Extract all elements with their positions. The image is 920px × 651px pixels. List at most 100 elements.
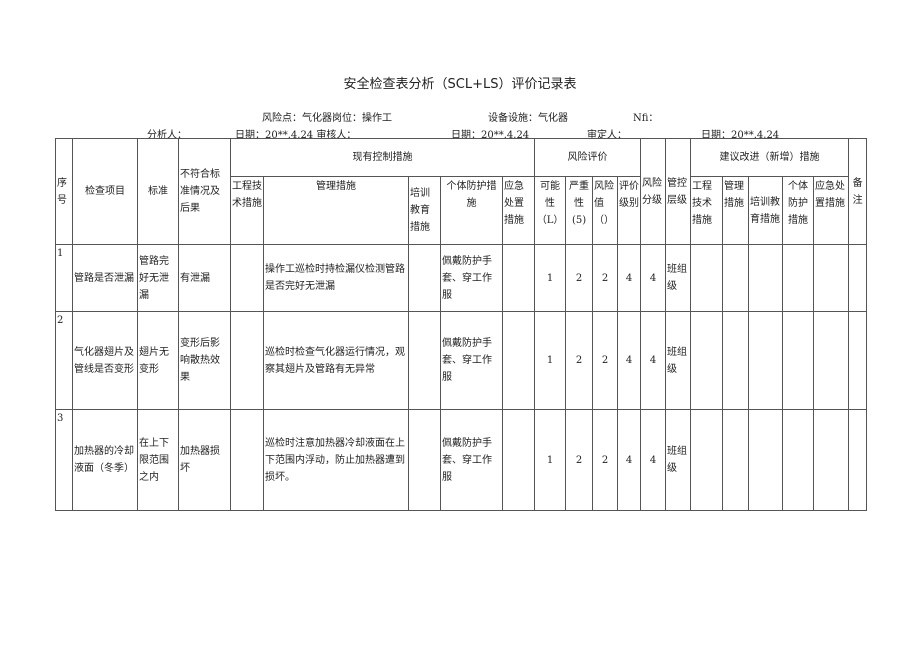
cell-level: 4	[617, 244, 642, 312]
header-item: 检查项目	[72, 138, 138, 245]
header-s-mgmt: 管理措施	[722, 176, 750, 245]
header-suggest: 建议改进（新增）措施	[690, 138, 850, 177]
cell-ctrl: 班组级	[665, 244, 692, 312]
cell-L: 1	[534, 311, 567, 410]
cell-train	[408, 244, 441, 312]
cell-eng	[230, 244, 264, 312]
header-eng: 工程技术措施	[230, 176, 264, 245]
analyst: 分析人：	[147, 130, 187, 141]
cell-item: 管路是否泄漏	[72, 244, 138, 312]
table-row: 2 气化器翅片及管线是否变形 翅片无变形 变形后影响散热效果 巡检时检查气化器运行情况，…	[55, 311, 868, 410]
cell-ctrl: 班组级	[665, 311, 692, 410]
cell-empty	[782, 409, 815, 511]
cell-R: 2	[592, 409, 619, 511]
header-risk-grade: 风险分级	[640, 138, 667, 245]
cell-S: 2	[565, 409, 594, 511]
cell-emerg	[501, 311, 536, 410]
cell-seq: 1	[55, 244, 73, 312]
cell-mgmt: 巡检时检查气化器运行情况，观察其翅片及管路有无异常	[263, 311, 409, 410]
cell-empty	[722, 244, 750, 312]
cell-S: 2	[565, 244, 594, 312]
header-seq: 序号	[55, 138, 73, 245]
cell-item: 气化器翅片及管线是否变形	[72, 311, 138, 410]
cell-empty	[782, 311, 815, 410]
cell-item: 加热器的冷却液面（冬季）	[72, 409, 138, 511]
cell-nonconform: 加热器损坏	[178, 409, 231, 511]
cell-standard: 翅片无变形	[137, 311, 179, 410]
cell-standard: 在上下限范围之内	[137, 409, 179, 511]
table-row: 3 加热器的冷却液面（冬季） 在上下限范围之内 加热器损坏 巡检时注意加热器冷却液面在上…	[55, 409, 868, 511]
header-remark: 备注	[848, 138, 868, 245]
cell-empty	[722, 409, 750, 511]
header-nonconform: 不符合标准情况及后果	[178, 138, 231, 245]
approver: 审定人：	[587, 130, 627, 141]
risk-point: 风险点：气化器岗位：操作工	[262, 113, 392, 124]
header-ctrl-level: 管控层级	[665, 138, 692, 245]
cell-mgmt: 操作工巡检时持检漏仪检测管路是否完好无泄漏	[263, 244, 409, 312]
cell-empty	[748, 409, 784, 511]
header-risk-eval: 风险评价	[534, 138, 642, 177]
cell-S: 2	[565, 311, 594, 410]
cell-L: 1	[534, 409, 567, 511]
cell-empty	[813, 311, 850, 410]
cell-train	[408, 409, 441, 511]
header-s-eng: 工程技术措施	[690, 176, 724, 245]
approver-date: 日期：20**.4.24	[701, 130, 780, 141]
header-s-ppe: 个体防护措施	[782, 176, 815, 245]
cell-mgmt: 巡检时注意加热器冷却液面在上下范围内浮动，防止加热器遭到损坏。	[263, 409, 409, 511]
header-s-train: 培训教育措施	[748, 176, 784, 245]
number-label: Nfi：	[633, 113, 659, 124]
cell-ppe: 佩戴防护手套、穿工作服	[440, 409, 503, 511]
reviewer-date: 日期：20**.4.24	[451, 130, 530, 141]
cell-empty	[722, 311, 750, 410]
header-ppe: 个体防护措施	[440, 176, 503, 245]
cell-L: 1	[534, 244, 567, 312]
header-mgmt: 管理措施	[263, 176, 409, 245]
cell-standard: 管路完好无泄漏	[137, 244, 179, 312]
header-emerg: 应急处置措施	[501, 176, 536, 245]
header-train: 培训教育措施	[408, 176, 441, 245]
header-S: 严重性(5)	[565, 176, 594, 245]
cell-emerg	[501, 409, 536, 511]
cell-level: 4	[617, 409, 642, 511]
cell-eng	[230, 311, 264, 410]
header-s-emerg: 应急处置措施	[813, 176, 850, 245]
cell-ctrl: 班组级	[665, 409, 692, 511]
cell-empty	[748, 311, 784, 410]
cell-train	[408, 311, 441, 410]
header-level: 评价级别	[617, 176, 642, 245]
header-L: 可能性（L）	[534, 176, 567, 245]
cell-ppe: 佩戴防护手套、穿工作服	[440, 244, 503, 312]
cell-R: 2	[592, 244, 619, 312]
cell-empty	[848, 244, 868, 312]
header-standard: 标准	[137, 138, 179, 245]
cell-empty	[690, 311, 724, 410]
cell-eng	[230, 409, 264, 511]
cell-nonconform: 有泄漏	[178, 244, 231, 312]
cell-empty	[848, 311, 868, 410]
cell-R: 2	[592, 311, 619, 410]
cell-grade: 4	[640, 311, 667, 410]
cell-empty	[848, 409, 868, 511]
cell-empty	[813, 244, 850, 312]
page-title: 安全检查表分析（SCL+LS）评价记录表	[343, 77, 577, 92]
cell-empty	[690, 409, 724, 511]
cell-empty	[782, 244, 815, 312]
cell-empty	[748, 244, 784, 312]
cell-grade: 4	[640, 244, 667, 312]
equipment: 设备设施：气化器	[488, 113, 568, 124]
cell-grade: 4	[640, 409, 667, 511]
header-R: 风险值（）	[592, 176, 619, 245]
cell-empty	[813, 409, 850, 511]
cell-emerg	[501, 244, 536, 312]
header-existing: 现有控制措施	[229, 138, 536, 177]
cell-nonconform: 变形后影响散热效果	[178, 311, 231, 410]
cell-ppe: 佩戴防护手套、穿工作服	[440, 311, 503, 410]
cell-seq: 2	[55, 311, 73, 410]
evaluation-table: 序号 检查项目 标准 不符合标准情况及后果 现有控制措施 风险评价 风险分级 管…	[55, 138, 868, 511]
table-row: 1 管路是否泄漏 管路完好无泄漏 有泄漏 操作工巡检时持检漏仪检测管路是否完好无泄漏 佩戴…	[55, 244, 868, 312]
cell-level: 4	[617, 311, 642, 410]
cell-seq: 3	[55, 409, 73, 511]
cell-empty	[690, 244, 724, 312]
analyst-date: 日期：20**.4.24 审核人：	[235, 130, 357, 141]
